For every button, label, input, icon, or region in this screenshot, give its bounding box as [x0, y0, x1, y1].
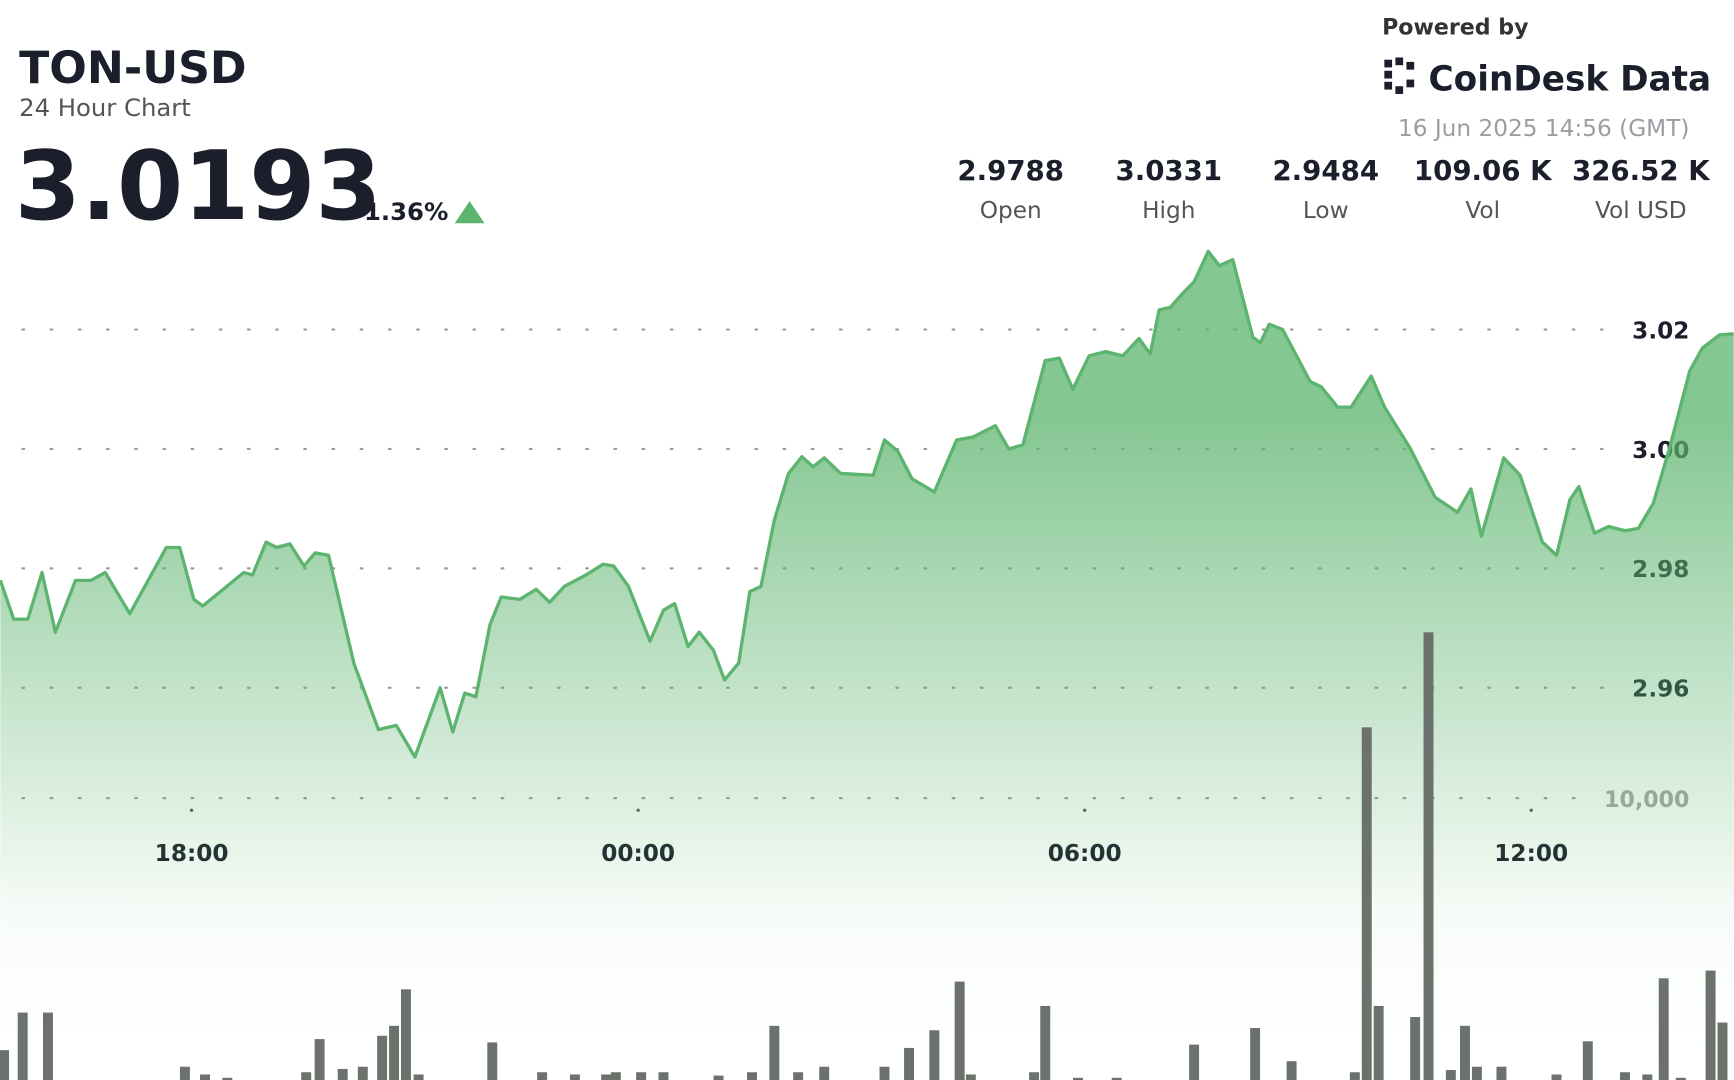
stat-value: 326.52 K: [1572, 154, 1711, 187]
stat-value: 2.9788: [957, 154, 1064, 187]
stat-label: Vol USD: [1595, 197, 1687, 224]
volume-bar: [357, 1066, 368, 1080]
volume-bar: [1423, 632, 1434, 1080]
volume-bar: [1189, 1044, 1200, 1080]
volume-bar: [413, 1074, 424, 1080]
volume-bar: [43, 1012, 53, 1080]
timestamp: 16 Jun 2025 14:56 (GMT): [1398, 115, 1689, 142]
volume-bar: [200, 1074, 210, 1080]
stat-value: 3.0331: [1115, 154, 1222, 187]
volume-bar: [1286, 1061, 1297, 1080]
powered-by: Powered by: [1382, 14, 1528, 40]
header: TON-USD 24 Hour Chart 3.0193 1.36% Power…: [15, 14, 1711, 242]
volume-bar: [537, 1072, 548, 1080]
brand-logo: [1384, 57, 1415, 94]
change: 1.36%: [364, 197, 448, 226]
volume-bar: [904, 1047, 915, 1080]
volume-bar: [569, 1074, 580, 1080]
stat-label: Open: [980, 197, 1042, 224]
volume-bar: [1496, 1066, 1507, 1080]
volume-bar: [1658, 978, 1669, 1080]
volume-bar: [713, 1075, 724, 1080]
stat-value: 2.9484: [1272, 154, 1379, 187]
volume-bar: [389, 1025, 400, 1080]
stat-label: Low: [1303, 197, 1349, 224]
volume-bar: [1551, 1074, 1562, 1080]
volume-bar: [314, 1039, 325, 1080]
volume-bar: [636, 1072, 647, 1080]
volume-bar: [1460, 1025, 1470, 1080]
volume-bar: [1705, 970, 1716, 1080]
price: 3.0193: [15, 132, 382, 242]
volume-bar: [377, 1035, 388, 1080]
volume-bar: [601, 1074, 612, 1080]
volume-bar: [179, 1066, 190, 1080]
volume-bar: [1445, 1070, 1456, 1080]
price-line: [0, 249, 1734, 759]
volume-bar: [1373, 1005, 1384, 1080]
volume-bar: [1029, 1072, 1040, 1080]
volume-bar: [929, 1030, 940, 1080]
volume-bar: [222, 1077, 233, 1080]
volume-bar: [400, 989, 411, 1080]
stat-label: High: [1142, 197, 1195, 224]
volume-bar: [1675, 1077, 1686, 1080]
y-tick-label: 3.02: [1632, 317, 1689, 344]
volume-bar: [879, 1066, 890, 1080]
volume-bar: [769, 1025, 780, 1080]
volume-bar: [1582, 1041, 1593, 1080]
symbol: TON-USD: [19, 43, 247, 94]
volume-bar: [337, 1068, 348, 1080]
stat-value: 109.06 K: [1414, 154, 1553, 187]
volume-bar: [17, 1012, 28, 1080]
volume-bar: [1040, 1005, 1051, 1080]
volume-bar: [487, 1042, 498, 1080]
brand: CoinDesk Data: [1429, 60, 1712, 100]
volume-bar: [954, 981, 965, 1080]
volume-bar: [0, 1050, 10, 1080]
volume-bar: [1717, 1022, 1728, 1080]
volume-bar: [1620, 1072, 1630, 1080]
volume-bar: [1111, 1077, 1122, 1080]
price-area: [0, 251, 1734, 1080]
volume-bar: [1073, 1077, 1083, 1080]
plot-area: 2.962.983.003.0210,00018:0000:0006:0012:…: [0, 249, 1734, 1080]
volume-bar: [1349, 1072, 1360, 1080]
subtitle: 24 Hour Chart: [19, 93, 191, 122]
volume-bar: [301, 1072, 312, 1080]
volume-bar: [965, 1074, 976, 1080]
volume-bar: [1250, 1028, 1261, 1080]
volume-bar: [658, 1072, 669, 1080]
volume-bar: [819, 1066, 830, 1080]
volume-bar: [793, 1072, 804, 1080]
volume-bar: [1410, 1016, 1421, 1080]
volume-bar: [747, 1072, 757, 1080]
volume-bar: [610, 1072, 621, 1080]
volume-bar: [1642, 1074, 1653, 1080]
volume-bar: [1471, 1066, 1482, 1080]
volume-bar: [1361, 727, 1372, 1080]
stat-label: Vol: [1465, 197, 1500, 224]
up-arrow: [454, 201, 485, 224]
